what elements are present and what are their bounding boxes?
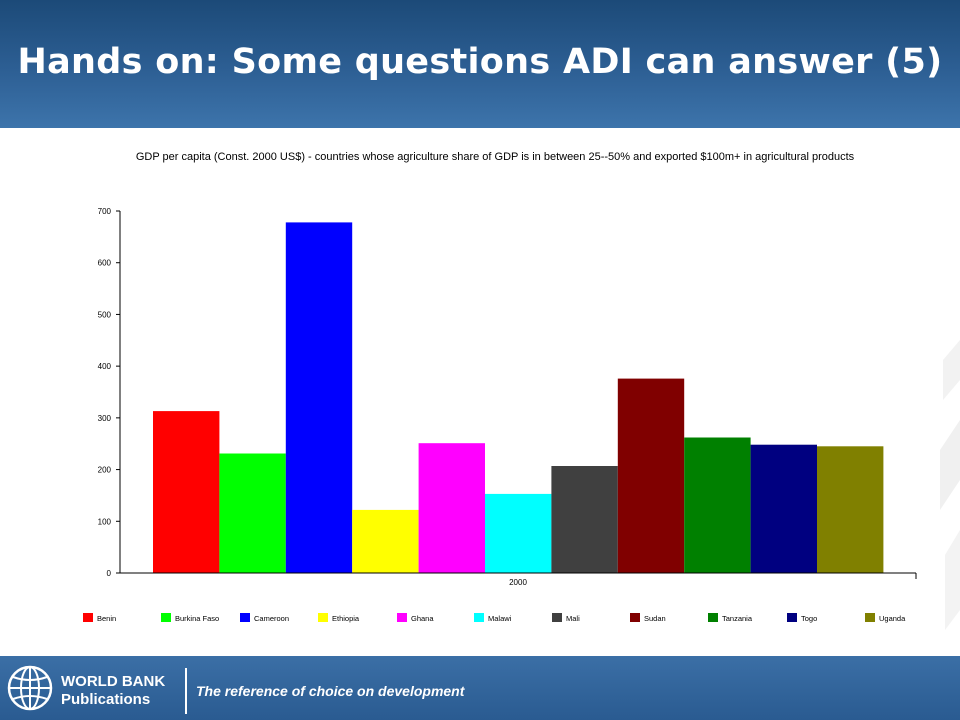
bar-mali <box>551 466 618 573</box>
bar-tanzania <box>684 437 751 573</box>
y-tick-label-600: 600 <box>98 259 112 268</box>
legend-label-ghana: Ghana <box>411 614 434 623</box>
legend-swatch-uganda <box>865 613 875 622</box>
bar-togo <box>750 444 817 573</box>
legend-swatch-ghana <box>397 613 407 622</box>
slide-header: Hands on: Some questions ADI can answer … <box>0 0 960 128</box>
y-tick-label-200: 200 <box>98 466 112 475</box>
brand-line-1: WORLD BANK <box>61 673 166 690</box>
legend-swatch-sudan <box>630 613 640 622</box>
slide-footer: WORLD BANK Publications The reference of… <box>0 656 960 720</box>
world-bank-globe-icon <box>7 665 53 711</box>
side-decoration <box>940 340 960 630</box>
legend-swatch-tanzania <box>708 613 718 622</box>
y-tick-label-300: 300 <box>98 414 112 423</box>
brand-line-2: Publications <box>61 691 151 708</box>
y-tick-label-400: 400 <box>98 362 112 371</box>
bar-malawi <box>485 493 552 573</box>
legend-label-benin: Benin <box>97 614 116 623</box>
legend-label-togo: Togo <box>801 614 817 623</box>
legend-label-mali: Mali <box>566 614 580 623</box>
y-tick-label-700: 700 <box>98 207 112 216</box>
bar-chart: 0 100 200 300 400 500 600 700 2000 Benin Burkina F… <box>83 207 917 623</box>
footer-divider <box>185 668 187 714</box>
bar-cameroon <box>285 222 353 573</box>
bar-sudan <box>617 378 685 573</box>
chart-title: GDP per capita (Const. 2000 US$) - count… <box>135 151 855 163</box>
legend-label-sudan: Sudan <box>644 614 666 623</box>
legend-swatch-mali <box>552 613 562 622</box>
legend-label-uganda: Uganda <box>879 614 906 623</box>
bar-burkina-faso <box>219 453 286 573</box>
legend-label-cameroon: Cameroon <box>254 614 289 623</box>
legend-swatch-cameroon <box>240 613 250 622</box>
slide-title: Hands on: Some questions ADI can answer … <box>17 42 943 82</box>
legend-label-tanzania: Tanzania <box>722 614 753 623</box>
legend-swatch-burkina-faso <box>161 613 171 622</box>
y-tick-label-100: 100 <box>98 517 112 526</box>
legend-swatch-malawi <box>474 613 484 622</box>
legend-label-malawi: Malawi <box>488 614 512 623</box>
legend-swatch-togo <box>787 613 797 622</box>
footer-tagline: The reference of choice on development <box>196 683 465 699</box>
legend-label-ethiopia: Ethiopia <box>332 614 360 623</box>
legend-swatch-benin <box>83 613 93 622</box>
legend-label-burkina-faso: Burkina Faso <box>175 614 219 623</box>
legend-swatch-ethiopia <box>318 613 328 622</box>
brand-name: WORLD BANK Publications <box>61 673 165 709</box>
y-tick-label-0: 0 <box>107 569 112 578</box>
bar-ethiopia <box>352 509 419 573</box>
x-tick-label-2000: 2000 <box>509 578 527 587</box>
bar-ghana <box>418 443 485 573</box>
bar-uganda <box>817 446 884 573</box>
bar-benin <box>153 411 220 573</box>
y-tick-label-500: 500 <box>98 310 112 319</box>
